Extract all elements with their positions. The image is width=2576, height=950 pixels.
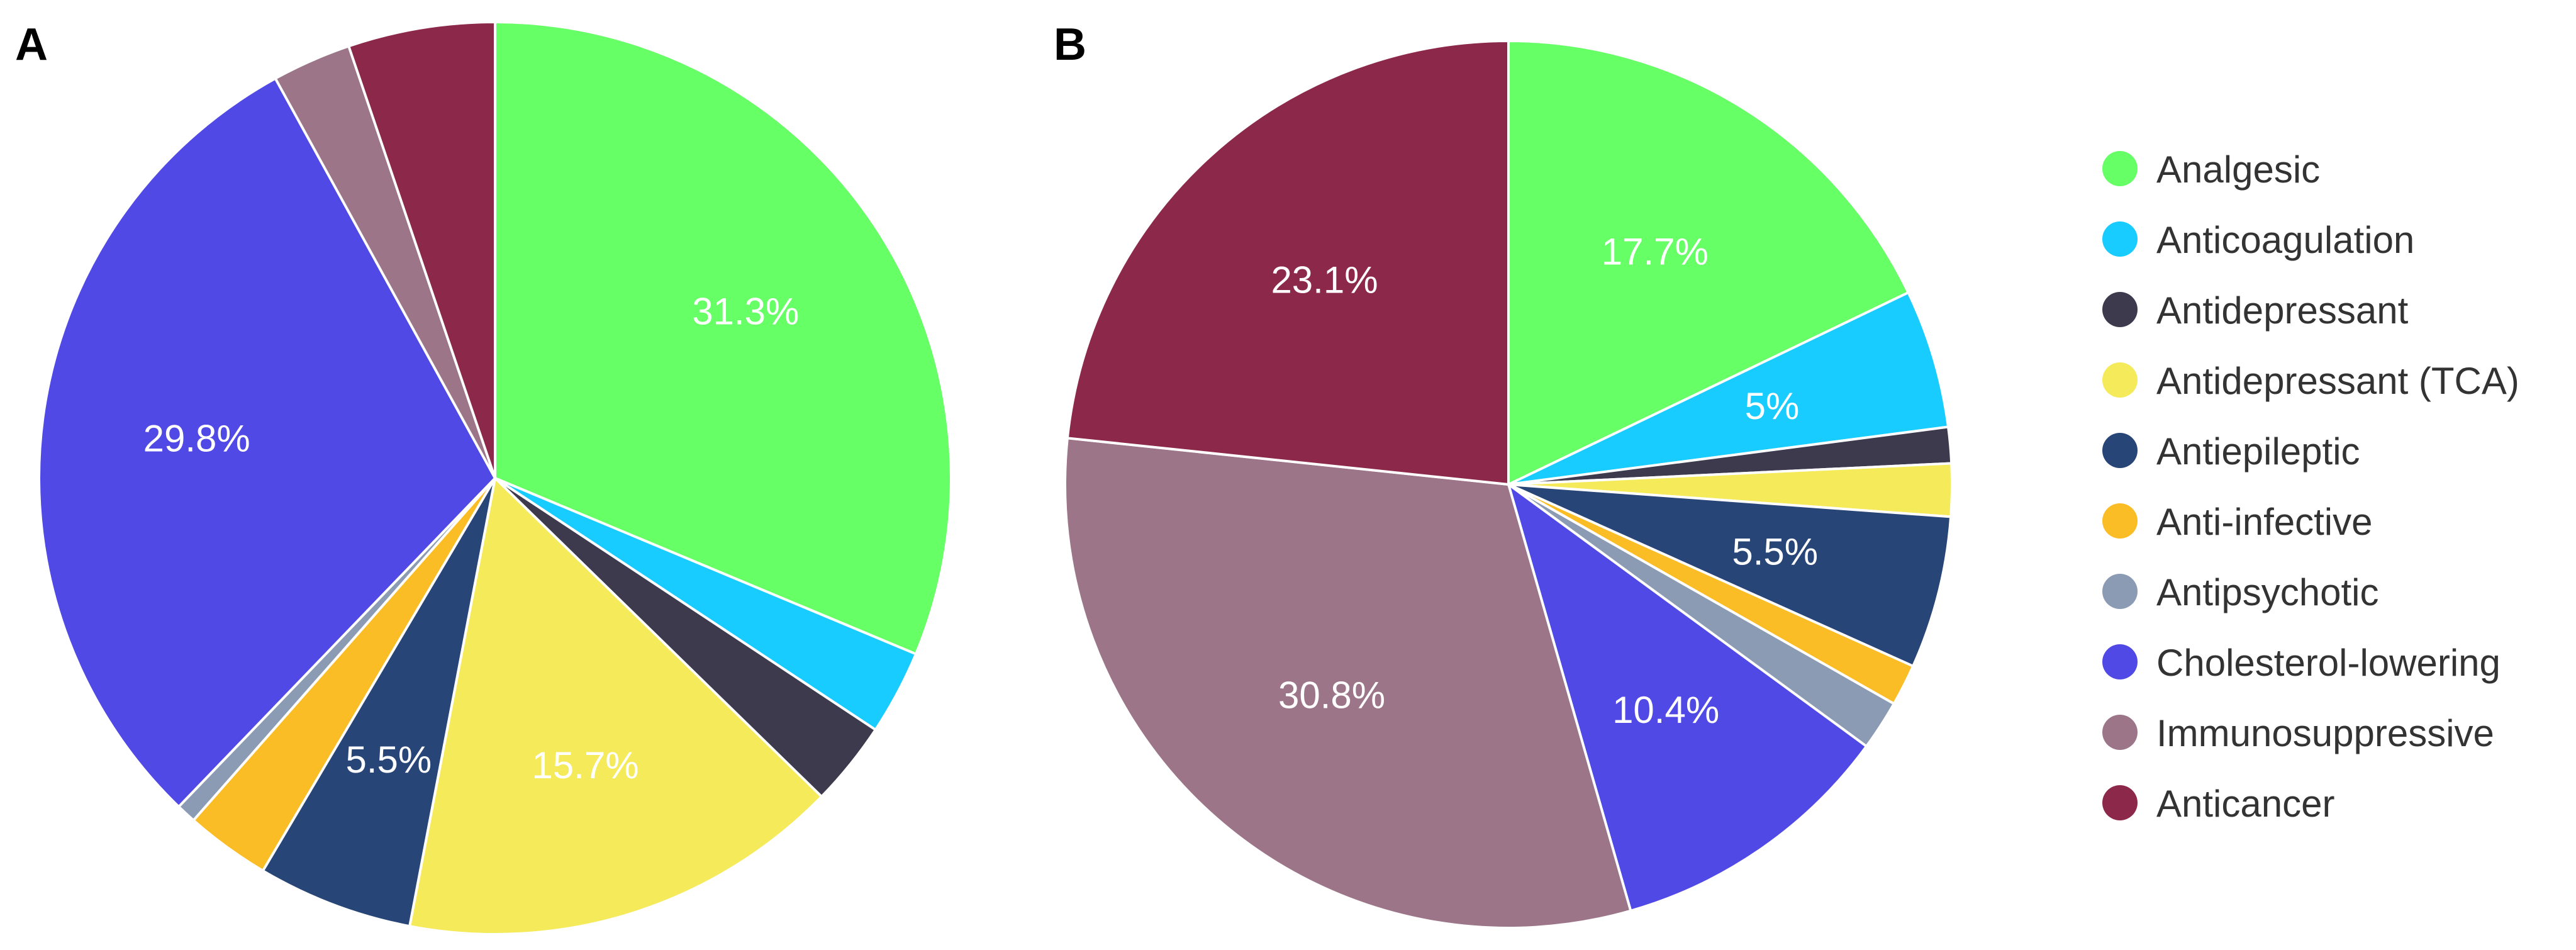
legend-item: Anti-infective	[2102, 501, 2372, 543]
legend-item: Immunosuppressive	[2102, 712, 2494, 754]
legend-swatch	[2102, 292, 2138, 327]
panel-letter-a: A	[15, 20, 48, 70]
legend-item: Anticancer	[2102, 783, 2334, 825]
pie-slice-anticancer	[347, 21, 496, 479]
slice-label-cholesterol-lowering: 29.8%	[143, 418, 250, 460]
slice-label-anticoagulation: 5%	[1745, 385, 1800, 427]
pie-slice-anticoagulation	[1507, 291, 1950, 486]
pie-slice-cholesterol-lowering	[38, 77, 496, 808]
legend-item: Antidepressant	[2102, 289, 2409, 332]
legend-swatch	[2102, 715, 2138, 750]
legend-label: Cholesterol-lowering	[2156, 642, 2501, 684]
pie-slice-antiepileptic	[261, 477, 496, 928]
slice-label-immunosuppressive: 30.8%	[1278, 674, 1385, 716]
legend-item: Antipsychotic	[2102, 571, 2379, 613]
slice-label-analgesic: 17.7%	[1602, 231, 1709, 273]
legend-swatch	[2102, 785, 2138, 820]
legend-label: Antiepileptic	[2156, 430, 2360, 472]
pie-slice-antidepressant-tca	[408, 477, 823, 936]
pie-slice-anticancer	[1066, 40, 1510, 486]
legend-label: Anticoagulation	[2156, 219, 2414, 261]
legend-swatch	[2102, 503, 2138, 539]
slice-label-antiepileptic: 5.5%	[345, 739, 432, 781]
pie-slice-analgesic	[1507, 40, 1910, 486]
legend-label: Analgesic	[2156, 148, 2320, 191]
legend-label: Anticancer	[2156, 783, 2334, 825]
legend-item: Antiepileptic	[2102, 430, 2360, 472]
legend-item: Analgesic	[2102, 148, 2320, 191]
legend-label: Immunosuppressive	[2156, 712, 2494, 754]
pie-slice-cholesterol-lowering	[1507, 483, 1868, 912]
legend-swatch	[2102, 644, 2138, 679]
legend-item: Cholesterol-lowering	[2102, 642, 2501, 684]
pie-chart-b: 17.7% 5% 5.5% 10.4% 30.8% 23.1%	[1064, 40, 1953, 929]
pie-slice-antiepileptic	[1507, 483, 1953, 668]
pie-slice-analgesic	[494, 21, 952, 656]
slice-label-antiepileptic: 5.5%	[1732, 531, 1818, 573]
legend-label: Antidepressant (TCA)	[2156, 360, 2519, 402]
pie-slice-immunosuppressive	[1064, 437, 1632, 929]
legend-swatch	[2102, 574, 2138, 609]
legend-swatch	[2102, 362, 2138, 398]
legend-swatch	[2102, 433, 2138, 468]
slice-label-antidepressant-tca: 15.7%	[532, 744, 638, 786]
legend-swatch	[2102, 221, 2138, 257]
legend-item: Antidepressant (TCA)	[2102, 360, 2519, 402]
legend-swatch	[2102, 151, 2138, 186]
legend-label: Antipsychotic	[2156, 571, 2379, 613]
legend-label: Anti-infective	[2156, 501, 2372, 543]
panel-letter-b: B	[1054, 20, 1086, 70]
slice-label-analgesic: 31.3%	[692, 290, 799, 332]
legend: Analgesic Anticoagulation Antidepressant…	[2102, 148, 2519, 825]
legend-item: Anticoagulation	[2102, 219, 2414, 261]
slice-label-cholesterol-lowering: 10.4%	[1612, 689, 1719, 731]
slice-label-anticancer: 23.1%	[1271, 259, 1378, 301]
pie-chart-a: 31.3% 15.7% 5.5% 29.8%	[38, 21, 952, 936]
legend-label: Antidepressant	[2156, 289, 2409, 332]
